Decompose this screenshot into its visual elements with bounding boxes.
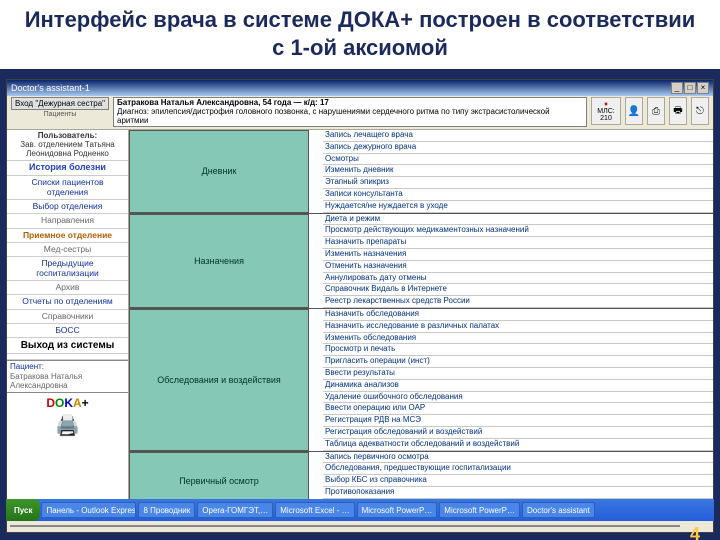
section-item[interactable]: Ввести результаты [323, 368, 713, 380]
section-item[interactable]: Таблица адекватности обследований и возд… [323, 439, 713, 451]
sidebar-patient-label: Пациент: [7, 360, 128, 372]
sidebar-item-archive[interactable]: Архив [7, 281, 128, 295]
taskbar-task[interactable]: Microsoft PowerP… [357, 502, 438, 518]
section-item[interactable]: Осмотры [323, 154, 713, 166]
taskbar-task[interactable]: Microsoft Excel - … [275, 502, 354, 518]
section-item[interactable]: Нуждается/не нуждается в уходе [323, 201, 713, 213]
section-item[interactable]: Просмотр действующих медикаментозных наз… [323, 225, 713, 237]
section-list: Диета и режимПросмотр действующих медика… [309, 214, 713, 308]
section-row: НазначенияДиета и режимПросмотр действую… [129, 214, 713, 309]
taskbar-task[interactable]: Opera-ГОМГЭТ,… [197, 502, 273, 518]
sidebar-item-prev-hosp[interactable]: Предыдущие госпитализации [7, 257, 128, 281]
sidebar-item-reports[interactable]: Отчеты по отделениям [7, 295, 128, 309]
taskbar: Пуск Панель - Outlook Express8 Проводник… [6, 499, 714, 521]
person-icon[interactable]: 👤 [625, 97, 643, 125]
section-item[interactable]: Этапный эпикриз [323, 177, 713, 189]
minimize-button[interactable]: _ [671, 82, 683, 94]
section-item[interactable]: Регистрация РДВ на МСЭ [323, 415, 713, 427]
section-label[interactable]: Обследования и воздействия [129, 309, 309, 451]
section-item[interactable]: Запись дежурного врача [323, 142, 713, 154]
doka-logo: DOKA+ [7, 393, 128, 413]
sidebar-item-refs[interactable]: Справочники [7, 310, 128, 324]
section-item[interactable]: Изменить назначения [323, 249, 713, 261]
exit-icon[interactable]: ⎋ [691, 97, 709, 125]
slide-body: Doctor's assistant-1 _ □ × Вход "Дежурна… [0, 73, 720, 540]
close-button[interactable]: × [697, 82, 709, 94]
taskbar-task[interactable]: Microsoft PowerP… [439, 502, 520, 518]
section-item[interactable]: Аннулировать дату отмены [323, 273, 713, 285]
section-item[interactable]: Назначить исследование в различных палат… [323, 321, 713, 333]
section-row: Обследования и воздействияНазначить обсл… [129, 309, 713, 452]
section-item[interactable]: Запись лечащего врача [323, 130, 713, 142]
taskbar-task[interactable]: Панель - Outlook Express [41, 502, 136, 518]
section-item[interactable]: Противопоказания [323, 487, 713, 499]
slide-title: Интерфейс врача в системе ДОКА+ построен… [0, 0, 720, 73]
section-item[interactable]: Просмотр и печать [323, 344, 713, 356]
slide-underline [10, 525, 680, 527]
patient-info: Батракова Наталья Александровна, 54 года… [113, 97, 587, 127]
section-item[interactable]: Пригласить операции (инст) [323, 356, 713, 368]
window-title: Doctor's assistant-1 [11, 83, 90, 93]
user-header: Пользователь: Зав. отделением Татьяна Ле… [7, 130, 128, 161]
diagnosis-line: Диагноз: эпилепсия/дистрофия головного п… [117, 108, 583, 126]
sections: ДневникЗапись лечащего врачаЗапись дежур… [129, 130, 713, 518]
section-item[interactable]: Запись первичного осмотра [323, 452, 713, 464]
sidebar-patient-name: Батракова Наталья Александровна [7, 372, 128, 393]
page-number: 4 [690, 524, 700, 540]
mode-button[interactable]: Вход "Дежурная сестра" [11, 97, 109, 110]
printer-icon[interactable]: 🖨️ [7, 413, 128, 442]
section-item[interactable]: Назначить препараты [323, 237, 713, 249]
section-item[interactable]: Назначить обследования [323, 309, 713, 321]
section-item[interactable]: Реестр лекарственных средств России [323, 296, 713, 308]
workspace: Пользователь: Зав. отделением Татьяна Ле… [7, 130, 713, 518]
section-row: ДневникЗапись лечащего врачаЗапись дежур… [129, 130, 713, 214]
sidebar-item-boss[interactable]: БОСС [7, 324, 128, 338]
section-label[interactable]: Назначения [129, 214, 309, 308]
section-item[interactable]: Регистрация обследований и воздействий [323, 427, 713, 439]
section-item[interactable]: Динамика анализов [323, 380, 713, 392]
sidebar-item-nurses[interactable]: Мед-сестры [7, 243, 128, 257]
sidebar-item-dept-select[interactable]: Выбор отделения [7, 200, 128, 214]
section-item[interactable]: Ввести операцию или ОАР [323, 403, 713, 415]
sidebar-item-history[interactable]: История болезни [7, 161, 128, 176]
print-icon[interactable]: 🖶 [669, 97, 687, 125]
sidebar-item-admission[interactable]: Приемное отделение [7, 229, 128, 243]
section-item[interactable]: Удаление ошибочного обследования [323, 392, 713, 404]
section-item[interactable]: Выбор КБС из справочника [323, 475, 713, 487]
sidebar: Пользователь: Зав. отделением Татьяна Ле… [7, 130, 129, 518]
section-list: Запись лечащего врачаЗапись дежурного вр… [309, 130, 713, 213]
section-item[interactable]: Записи консультанта [323, 189, 713, 201]
mode-caption: Пациенты [11, 111, 109, 118]
section-item[interactable]: Диета и режим [323, 214, 713, 226]
section-item[interactable]: Отменить назначения [323, 261, 713, 273]
section-list: Назначить обследованияНазначить исследов… [309, 309, 713, 451]
section-item[interactable]: Обследования, предшествующие госпитализа… [323, 463, 713, 475]
titlebar: Doctor's assistant-1 _ □ × [7, 80, 713, 96]
sidebar-item-exit[interactable]: Выход из системы [7, 338, 128, 354]
taskbar-task[interactable]: Doctor's assistant [522, 502, 595, 518]
vitals-icon[interactable]: ♦ МЛС: 210 [591, 97, 621, 125]
section-item[interactable]: Изменить дневник [323, 165, 713, 177]
section-item[interactable]: Справочник Видаль в Интернете [323, 284, 713, 296]
toolbar: Вход "Дежурная сестра" Пациенты Батраков… [7, 96, 713, 130]
section-item[interactable]: Изменить обследования [323, 333, 713, 345]
app-window: Doctor's assistant-1 _ □ × Вход "Дежурна… [6, 79, 714, 533]
taskbar-task[interactable]: 8 Проводник [138, 502, 195, 518]
start-button[interactable]: Пуск [6, 499, 40, 521]
blank-icon[interactable]: ⎙ [647, 97, 665, 125]
sidebar-item-patient-lists[interactable]: Списки пациентов отделения [7, 176, 128, 200]
section-label[interactable]: Дневник [129, 130, 309, 213]
sidebar-item-referrals[interactable]: Направления [7, 214, 128, 228]
maximize-button[interactable]: □ [684, 82, 696, 94]
